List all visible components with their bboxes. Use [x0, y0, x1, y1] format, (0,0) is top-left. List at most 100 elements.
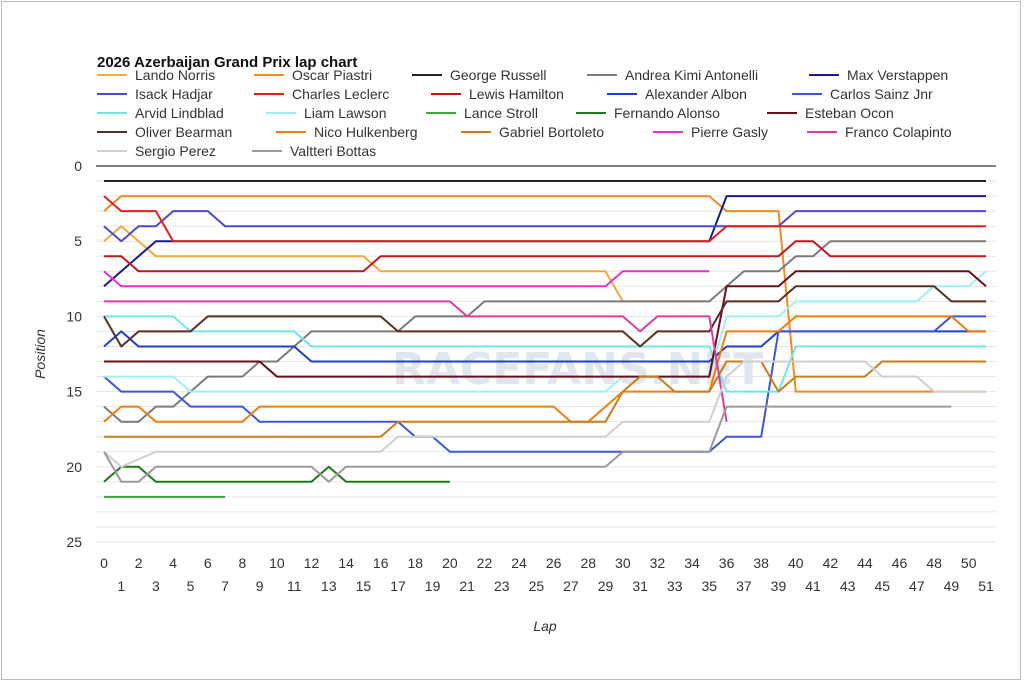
- x-tick-label: 23: [494, 578, 510, 594]
- y-tick-label: 5: [74, 233, 82, 249]
- legend-label: Lance Stroll: [464, 105, 538, 121]
- watermark-text: RACEFANS.NET: [392, 344, 763, 395]
- legend-label: Esteban Ocon: [805, 105, 894, 121]
- x-tick-label: 18: [408, 555, 424, 571]
- x-tick-label: 36: [719, 555, 735, 571]
- series-line-16: [103, 285, 986, 348]
- series-line-8: [104, 240, 986, 273]
- x-tick-label: 16: [373, 555, 389, 571]
- legend-label: Arvid Lindblad: [135, 105, 224, 121]
- legend-label: Nico Hulkenberg: [314, 124, 418, 140]
- x-tick-label: 33: [667, 578, 683, 594]
- x-tick-label: 42: [823, 555, 839, 571]
- legend-label: Valtteri Bottas: [290, 143, 376, 159]
- legend-item: Sergio Perez: [97, 143, 216, 159]
- legend-item: Oliver Bearman: [97, 124, 232, 140]
- x-axis-ticks: 0123456789101112131415161718192021222324…: [100, 555, 994, 594]
- x-tick-label: 25: [529, 578, 545, 594]
- x-tick-label: 26: [546, 555, 562, 571]
- x-tick-label: 40: [788, 555, 804, 571]
- y-tick-label: 15: [66, 384, 82, 400]
- legend-label: Fernando Alonso: [614, 105, 720, 121]
- x-tick-label: 8: [238, 555, 246, 571]
- x-tick-label: 3: [152, 578, 160, 594]
- y-tick-label: 0: [74, 158, 82, 174]
- x-tick-label: 30: [615, 555, 631, 571]
- x-tick-label: 44: [857, 555, 873, 571]
- series-line-18: [104, 360, 986, 438]
- legend-item: Pierre Gasly: [653, 124, 768, 140]
- x-tick-label: 21: [459, 578, 475, 594]
- x-tick-label: 5: [187, 578, 195, 594]
- legend-label: George Russell: [450, 67, 547, 83]
- legend-label: Franco Colapinto: [845, 124, 952, 140]
- x-tick-label: 7: [221, 578, 229, 594]
- x-tick-label: 47: [909, 578, 925, 594]
- series-line-15: [104, 270, 987, 378]
- legend-item: Franco Colapinto: [807, 124, 952, 140]
- x-tick-label: 10: [269, 555, 285, 571]
- y-tick-label: 10: [66, 308, 82, 324]
- x-tick-label: 14: [338, 555, 354, 571]
- x-tick-label: 12: [304, 555, 320, 571]
- legend-label: Isack Hadjar: [135, 86, 213, 102]
- x-tick-label: 32: [650, 555, 666, 571]
- x-tick-label: 0: [100, 555, 108, 571]
- legend-item: Alexander Albon: [607, 86, 747, 102]
- x-tick-label: 11: [287, 578, 302, 594]
- series-line-4: [103, 240, 986, 423]
- x-tick-label: 45: [874, 578, 890, 594]
- x-tick-label: 28: [580, 555, 596, 571]
- legend-item: Fernando Alonso: [576, 105, 720, 121]
- legend-label: Liam Lawson: [304, 105, 387, 121]
- legend-label: Andrea Kimi Antonelli: [625, 67, 758, 83]
- watermark: RACEFANS.NET: [392, 344, 763, 395]
- x-tick-label: 2: [135, 555, 143, 571]
- legend-item: Nico Hulkenberg: [276, 124, 418, 140]
- x-tick-label: 37: [736, 578, 752, 594]
- series-line-20: [104, 300, 728, 422]
- x-tick-label: 17: [390, 578, 406, 594]
- y-tick-label: 20: [66, 459, 82, 475]
- series-line-14: [103, 465, 450, 483]
- legend-label: Max Verstappen: [847, 67, 948, 83]
- x-tick-label: 1: [117, 578, 125, 594]
- legend-item: Lewis Hamilton: [431, 86, 564, 102]
- legend-label: Carlos Sainz Jnr: [830, 86, 933, 102]
- legend-item: Isack Hadjar: [97, 86, 213, 102]
- legend-item: Charles Leclerc: [254, 86, 389, 102]
- series-line-22: [103, 405, 952, 483]
- chart-title: 2026 Azerbaijan Grand Prix lap chart: [97, 54, 357, 71]
- legend-label: Sergio Perez: [135, 143, 216, 159]
- legend-label: Charles Leclerc: [292, 86, 389, 102]
- x-tick-label: 35: [702, 578, 718, 594]
- x-tick-label: 48: [926, 555, 942, 571]
- x-tick-label: 34: [684, 555, 700, 571]
- legend-label: Lewis Hamilton: [469, 86, 564, 102]
- series-line-1: [103, 225, 710, 303]
- legend-item: Liam Lawson: [266, 105, 387, 121]
- x-tick-label: 20: [442, 555, 458, 571]
- series-line-21: [103, 360, 986, 468]
- x-tick-label: 46: [892, 555, 908, 571]
- legend-label: Gabriel Bortoleto: [499, 124, 604, 140]
- legend: Lando Norris Oscar Piastri George Russell A…: [97, 67, 952, 159]
- x-tick-label: 6: [204, 555, 212, 571]
- series-line-7: [103, 195, 986, 243]
- y-tick-label: 25: [66, 534, 82, 550]
- y-axis-title: Position: [32, 329, 48, 379]
- x-tick-label: 4: [169, 555, 177, 571]
- legend-label: Pierre Gasly: [691, 124, 768, 140]
- x-tick-label: 31: [632, 578, 648, 594]
- legend-item: Arvid Lindblad: [97, 105, 224, 121]
- x-tick-label: 15: [356, 578, 372, 594]
- x-tick-label: 41: [805, 578, 821, 594]
- x-tick-label: 22: [477, 555, 493, 571]
- series-line-19: [103, 270, 710, 288]
- x-tick-label: 19: [425, 578, 441, 594]
- series-line-2: [103, 195, 986, 393]
- x-tick-label: 27: [563, 578, 579, 594]
- legend-label: Lando Norris: [135, 67, 215, 83]
- legend-item: Max Verstappen: [809, 67, 948, 83]
